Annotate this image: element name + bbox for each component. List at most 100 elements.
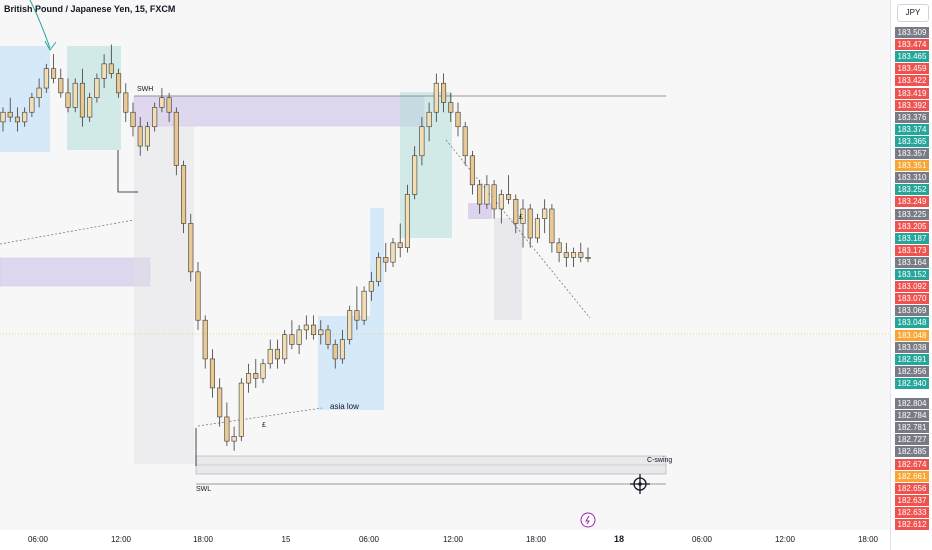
candle-body bbox=[491, 184, 497, 210]
candle-body bbox=[311, 324, 317, 336]
price-label: 183.509 bbox=[895, 27, 929, 38]
candle-body bbox=[368, 281, 374, 292]
swl-label: SWL bbox=[196, 486, 212, 493]
price-label: 182.612 bbox=[895, 519, 929, 530]
trend-line-left bbox=[0, 219, 135, 245]
candle-body bbox=[448, 102, 454, 113]
price-label: 183.376 bbox=[895, 111, 929, 123]
time-tick: 12:00 bbox=[774, 535, 796, 544]
candle-body bbox=[159, 97, 165, 108]
candle-body bbox=[296, 329, 302, 345]
candle-body bbox=[22, 111, 28, 123]
price-label: 183.164 bbox=[895, 256, 929, 268]
candle-body bbox=[217, 387, 223, 418]
candle-body bbox=[94, 78, 100, 99]
c-swing-label: C-swing bbox=[647, 457, 673, 464]
time-tick: 12:00 bbox=[110, 535, 132, 544]
candle-body bbox=[469, 155, 475, 186]
price-label: 182.674 bbox=[895, 458, 929, 470]
candle-body bbox=[347, 310, 353, 340]
candle-body bbox=[354, 310, 360, 321]
candle-body bbox=[7, 111, 13, 118]
price-label: 183.465 bbox=[895, 51, 929, 63]
equal-trend-label: £ bbox=[519, 214, 523, 221]
chart-title: British Pound / Japanese Yen, 15, FXCM bbox=[4, 4, 176, 14]
price-label: 182.781 bbox=[895, 422, 929, 434]
price-label: 182.637 bbox=[895, 494, 929, 506]
price-label: 183.048 bbox=[895, 317, 929, 329]
price-axis[interactable]: JPY 183.509 183.474 183.465 183.459 183.422 1… bbox=[890, 0, 932, 550]
candle-body bbox=[556, 242, 562, 253]
candle-body bbox=[332, 344, 338, 360]
candle-body bbox=[520, 208, 526, 224]
green-arrow-head bbox=[44, 40, 57, 51]
candle-body bbox=[0, 111, 6, 123]
price-label: 183.187 bbox=[895, 232, 929, 244]
candle-body bbox=[65, 92, 71, 108]
candle-body bbox=[123, 92, 129, 113]
price-label: 183.419 bbox=[895, 87, 929, 99]
structure-line-left bbox=[117, 150, 138, 193]
candle-body bbox=[274, 348, 280, 360]
chart-area[interactable]: British Pound / Japanese Yen, 15, FXCM S… bbox=[0, 0, 890, 530]
candle-body bbox=[152, 107, 158, 128]
candle-body bbox=[578, 252, 584, 258]
price-label: 183.048 bbox=[895, 329, 929, 341]
price-label: 183.357 bbox=[895, 148, 929, 159]
price-label: 182.784 bbox=[895, 410, 929, 422]
candle-body bbox=[289, 334, 295, 345]
price-label: 183.249 bbox=[895, 196, 929, 208]
candle-body bbox=[195, 271, 201, 321]
swh-label: SWH bbox=[137, 86, 154, 93]
candle-body bbox=[253, 373, 259, 379]
time-tick: 18:00 bbox=[525, 535, 547, 544]
candle-body bbox=[260, 363, 266, 379]
trend-line-low bbox=[197, 407, 323, 427]
price-label: 183.205 bbox=[895, 220, 929, 232]
supply-zone-top bbox=[133, 95, 425, 127]
price-label: 183.069 bbox=[895, 305, 929, 317]
candle-body bbox=[14, 116, 20, 123]
candle-body bbox=[325, 329, 331, 345]
price-label: 182.727 bbox=[895, 434, 929, 446]
candle-body bbox=[108, 63, 114, 74]
candle-body bbox=[513, 198, 519, 224]
candle-body bbox=[181, 165, 187, 224]
candle-body bbox=[282, 334, 288, 360]
chart-canvas[interactable] bbox=[0, 0, 890, 530]
price-label: 182.956 bbox=[895, 365, 929, 377]
price-label: 183.392 bbox=[895, 99, 929, 111]
candle-body bbox=[29, 97, 35, 113]
candle-body bbox=[43, 68, 49, 89]
candle-body bbox=[173, 111, 179, 166]
candle-body bbox=[116, 73, 122, 94]
candle-body bbox=[484, 184, 490, 205]
candle-body bbox=[130, 111, 136, 128]
time-axis[interactable]: 06:00 12:00 18:00 15 06:00 12:00 18:00 18 06:00 1… bbox=[0, 530, 890, 550]
currency-badge[interactable]: JPY bbox=[897, 4, 929, 22]
time-tick: 06:00 bbox=[358, 535, 380, 544]
lightning-icon[interactable] bbox=[580, 512, 596, 528]
candle-body bbox=[246, 373, 252, 384]
candle-body bbox=[361, 290, 367, 321]
candle-body bbox=[462, 126, 468, 157]
time-tick: 18 bbox=[613, 534, 625, 544]
price-label: 183.474 bbox=[895, 39, 929, 51]
candle-body bbox=[571, 252, 577, 258]
price-label: 183.374 bbox=[895, 123, 929, 135]
candle-body bbox=[383, 257, 389, 263]
candle-body bbox=[318, 329, 324, 336]
candle-body bbox=[376, 257, 382, 282]
time-tick: 06:00 bbox=[27, 535, 49, 544]
candle-body bbox=[144, 126, 150, 147]
green-arrow bbox=[29, 0, 51, 49]
price-label: 183.252 bbox=[895, 184, 929, 196]
candle-body bbox=[412, 155, 418, 195]
price-label: 183.152 bbox=[895, 269, 929, 280]
candle-body bbox=[79, 82, 85, 118]
candle-body bbox=[390, 242, 396, 263]
equal-low-label: £ bbox=[262, 422, 266, 429]
crosshair-target-icon[interactable] bbox=[630, 474, 650, 494]
price-label: 182.661 bbox=[895, 470, 929, 482]
time-tick: 18:00 bbox=[192, 535, 214, 544]
